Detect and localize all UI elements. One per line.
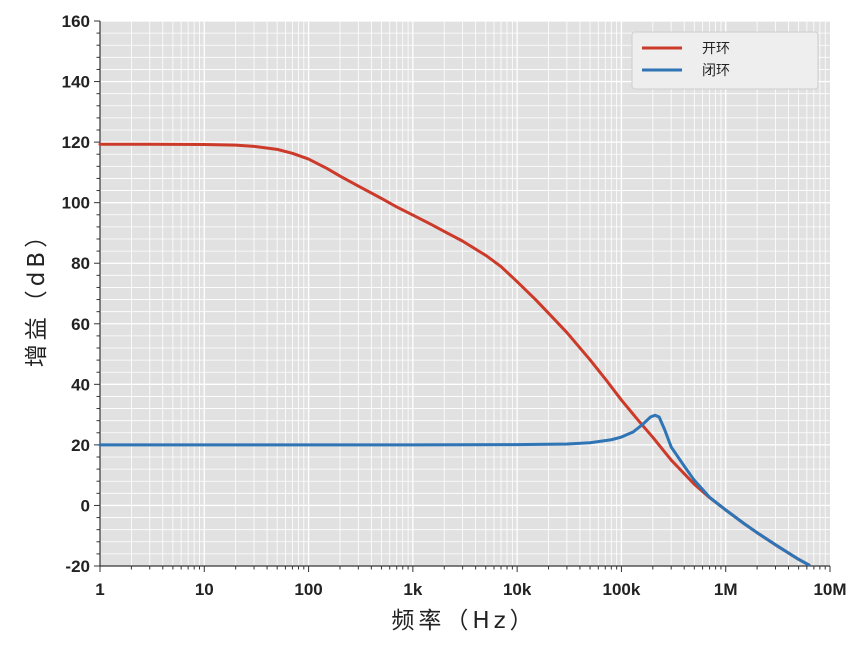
x-tick-label: 100	[294, 580, 322, 599]
x-tick-label: 10	[195, 580, 214, 599]
plot-area	[100, 21, 830, 566]
y-tick-label: 120	[62, 133, 90, 152]
y-tick-label: 140	[62, 73, 90, 92]
grid-lines	[99, 20, 830, 567]
y-tick-label: 160	[62, 12, 90, 31]
y-tick-label: 100	[62, 194, 90, 213]
x-tick-label: 1	[95, 580, 104, 599]
y-axis-label: 增益（dB）	[24, 221, 50, 367]
x-tick-label: 1M	[714, 580, 738, 599]
x-tick-label: 10k	[503, 580, 532, 599]
series-line-2	[98, 413, 811, 567]
axes: 1 10 100 1k 10k 100k 1M 10M -20 0 20 40 60 80 100 120 14…	[62, 12, 847, 599]
y-tick-label: 0	[81, 496, 90, 515]
y-tick-label: 40	[71, 375, 90, 394]
legend-box	[631, 31, 819, 90]
x-axis-label: 频率（Hz）	[391, 608, 536, 634]
y-tick-label: 60	[71, 315, 90, 334]
y-tick-label: -20	[65, 557, 90, 576]
legend-label: 闭环	[702, 63, 730, 79]
series-lines	[98, 142, 811, 567]
legend-label: 开环	[702, 41, 730, 57]
y-tick-label: 80	[71, 254, 90, 273]
x-tick-label: 10M	[813, 580, 846, 599]
x-tick-label: 1k	[403, 580, 422, 599]
x-tick-label: 100k	[603, 580, 641, 599]
y-tick-label: 20	[71, 436, 90, 455]
